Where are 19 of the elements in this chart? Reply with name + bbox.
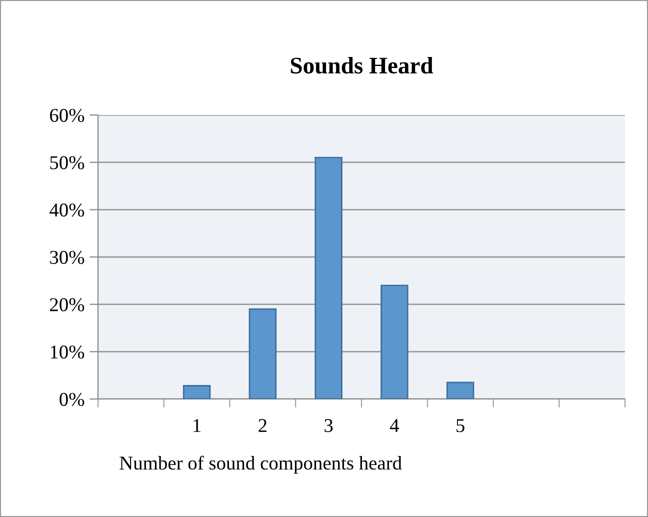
x-tick-label: 1: [194, 419, 201, 432]
x-tick-label: 3: [324, 419, 333, 432]
y-tick-label: 20%: [50, 298, 84, 312]
y-tick-label: 30%: [50, 250, 84, 264]
bar: [248, 308, 277, 399]
y-tick-label: 50%: [50, 156, 84, 170]
chart-title: Sounds Heard: [290, 56, 434, 74]
x-tick-label: 5: [456, 419, 464, 432]
y-tick-label: 0%: [60, 392, 84, 406]
bar: [380, 284, 408, 399]
bar: [446, 382, 474, 399]
x-tick-label: 4: [390, 419, 399, 432]
y-tick-label: 10%: [50, 345, 84, 359]
y-tick-label: 40%: [50, 203, 84, 217]
bar: [182, 385, 211, 399]
bar: [314, 156, 342, 399]
x-tick-label: 2: [258, 419, 266, 432]
x-axis-title: Number of sound components heard: [120, 456, 402, 474]
y-tick-label: 60%: [50, 108, 84, 122]
